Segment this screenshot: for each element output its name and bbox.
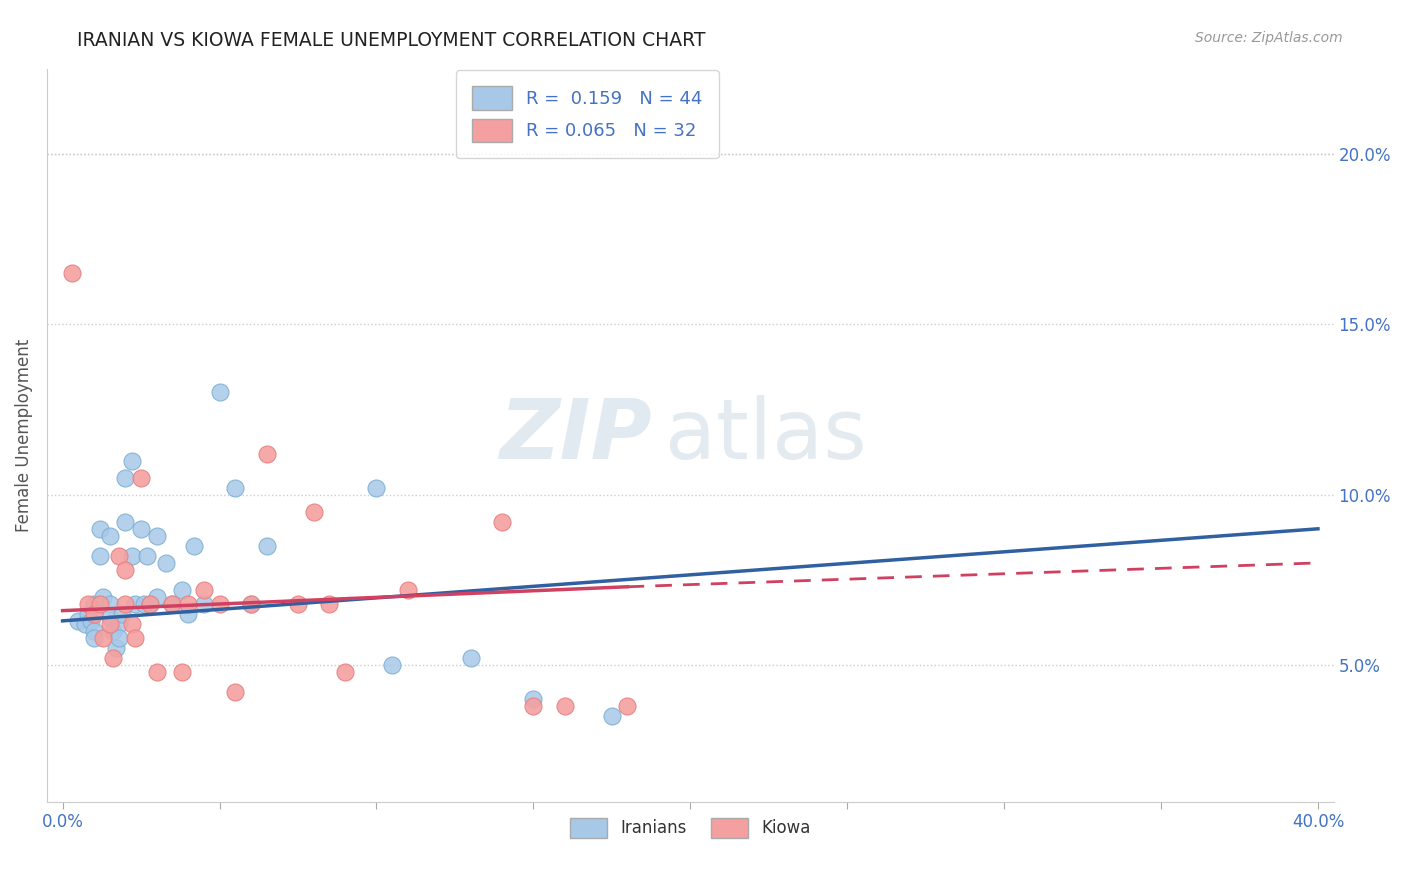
- Point: [98, 610, 121, 624]
- Point: [121, 453, 143, 467]
- Text: IRANIAN VS KIOWA FEMALE UNEMPLOYMENT CORRELATION CHART: IRANIAN VS KIOWA FEMALE UNEMPLOYMENT COR…: [77, 31, 706, 50]
- Point: [616, 699, 638, 714]
- Point: [302, 505, 325, 519]
- Point: [93, 631, 115, 645]
- Point: [83, 631, 105, 645]
- Point: [208, 597, 231, 611]
- Point: [460, 651, 482, 665]
- Point: [98, 528, 121, 542]
- Point: [139, 597, 162, 611]
- Point: [239, 597, 262, 611]
- Point: [76, 597, 98, 611]
- Point: [256, 447, 278, 461]
- Point: [89, 549, 111, 563]
- Point: [318, 597, 340, 611]
- Point: [114, 515, 136, 529]
- Point: [60, 266, 83, 280]
- Point: [98, 597, 121, 611]
- Point: [108, 617, 131, 632]
- Point: [177, 607, 200, 621]
- Point: [208, 385, 231, 400]
- Point: [522, 699, 544, 714]
- Point: [93, 590, 115, 604]
- Point: [162, 597, 184, 611]
- Point: [183, 539, 205, 553]
- Point: [522, 692, 544, 706]
- Text: atlas: atlas: [665, 394, 866, 475]
- Point: [224, 481, 246, 495]
- Point: [114, 597, 136, 611]
- Text: ZIP: ZIP: [499, 394, 651, 475]
- Point: [124, 631, 146, 645]
- Point: [155, 556, 177, 570]
- Point: [333, 665, 356, 679]
- Point: [73, 617, 96, 632]
- Point: [129, 471, 152, 485]
- Point: [111, 607, 134, 621]
- Point: [600, 709, 623, 723]
- Point: [136, 549, 159, 563]
- Point: [381, 658, 404, 673]
- Point: [104, 641, 127, 656]
- Point: [256, 539, 278, 553]
- Y-axis label: Female Unemployment: Female Unemployment: [15, 338, 32, 532]
- Point: [139, 597, 162, 611]
- Point: [287, 597, 309, 611]
- Point: [101, 651, 124, 665]
- Point: [114, 471, 136, 485]
- Point: [396, 583, 419, 598]
- Point: [108, 549, 131, 563]
- Point: [89, 522, 111, 536]
- Point: [121, 549, 143, 563]
- Point: [145, 528, 167, 542]
- Point: [114, 563, 136, 577]
- Point: [224, 685, 246, 699]
- Point: [193, 597, 215, 611]
- Point: [108, 631, 131, 645]
- Point: [67, 614, 90, 628]
- Point: [177, 597, 200, 611]
- Point: [83, 624, 105, 639]
- Point: [89, 597, 111, 611]
- Point: [162, 597, 184, 611]
- Point: [98, 617, 121, 632]
- Point: [101, 624, 124, 639]
- Legend: Iranians, Kiowa: Iranians, Kiowa: [564, 811, 817, 845]
- Point: [129, 522, 152, 536]
- Point: [491, 515, 513, 529]
- Point: [170, 583, 193, 598]
- Point: [170, 665, 193, 679]
- Point: [145, 590, 167, 604]
- Point: [366, 481, 388, 495]
- Point: [554, 699, 576, 714]
- Point: [83, 597, 105, 611]
- Point: [83, 607, 105, 621]
- Point: [134, 597, 156, 611]
- Text: Source: ZipAtlas.com: Source: ZipAtlas.com: [1195, 31, 1343, 45]
- Point: [76, 607, 98, 621]
- Point: [124, 597, 146, 611]
- Point: [80, 614, 103, 628]
- Point: [239, 597, 262, 611]
- Point: [145, 665, 167, 679]
- Point: [121, 617, 143, 632]
- Point: [193, 583, 215, 598]
